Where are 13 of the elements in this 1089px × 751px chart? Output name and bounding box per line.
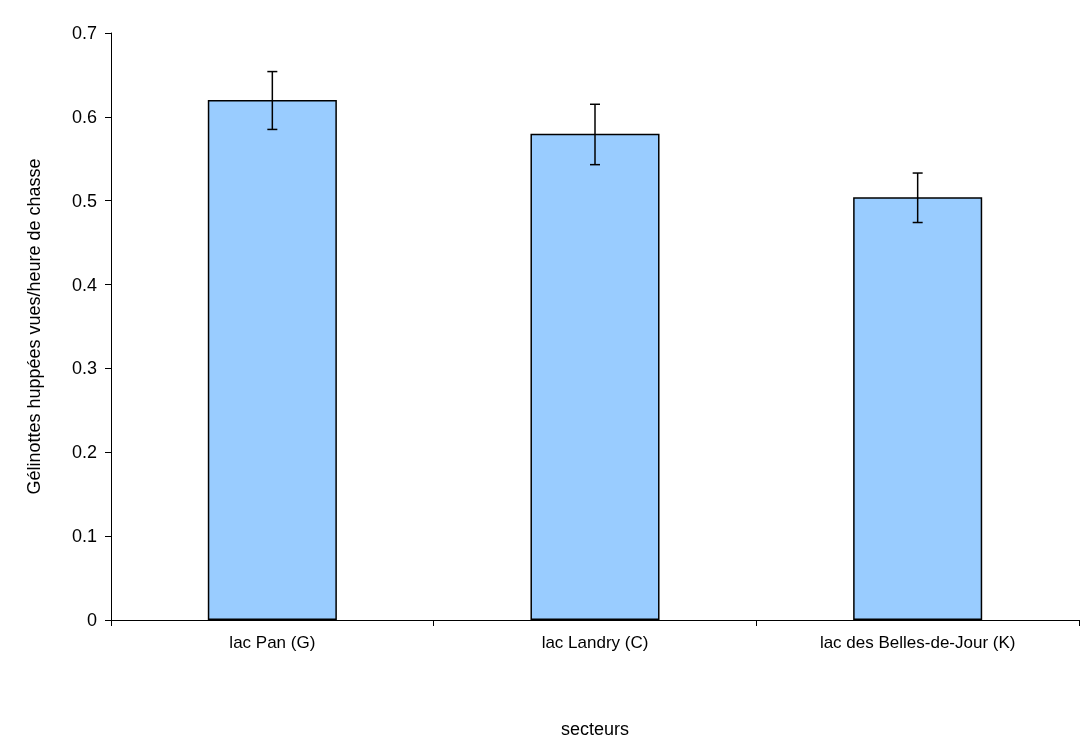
- x-tick-label: lac des Belles-de-Jour (K): [819, 633, 1016, 652]
- y-tick-label: 0.4: [71, 274, 97, 295]
- y-tick-label: 0: [86, 610, 97, 630]
- y-tick-label: 0.1: [71, 526, 97, 547]
- y-tick-label: 0.6: [71, 106, 97, 127]
- y-tick-label: 0.3: [71, 358, 97, 379]
- y-tick-label: 0.7: [71, 23, 97, 43]
- y-tick-label: 0.2: [71, 442, 97, 463]
- x-tick-label: lac Landry (C): [541, 633, 649, 652]
- y-axis-title: Gélinottes huppées vues/heure de chasse: [24, 158, 44, 495]
- x-axis-title: secteurs: [560, 719, 630, 739]
- y-tick-label: 0.5: [71, 190, 97, 211]
- x-tick-label: lac Pan (G): [229, 633, 316, 652]
